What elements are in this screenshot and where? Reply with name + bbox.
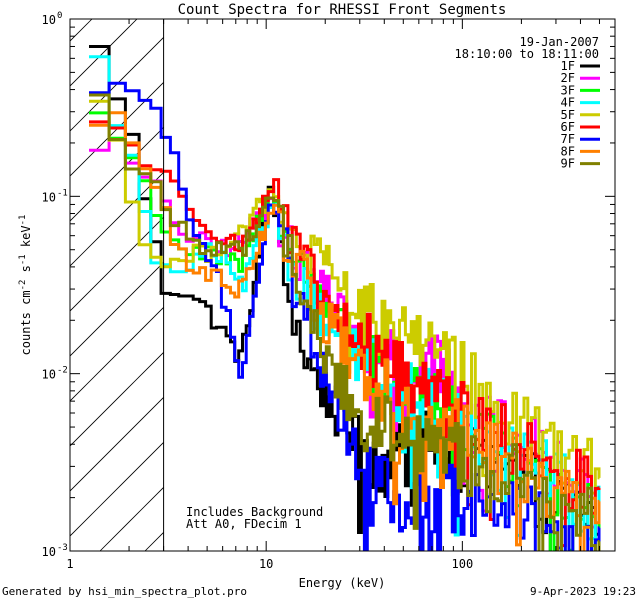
- series-layer: [89, 45, 601, 551]
- y-axis-label: counts cm-2 s-1 keV-1: [18, 215, 33, 356]
- plot-frame: [69, 18, 616, 552]
- series-line-5F: [89, 99, 601, 495]
- legend-label: 3F: [561, 83, 575, 97]
- y-tick-exponent: 0: [57, 11, 62, 21]
- chart-title: Count Spectra for RHESSI Front Segments: [178, 2, 507, 18]
- y-tick-label: 10: [42, 13, 56, 27]
- legend-label: 9F: [561, 157, 575, 171]
- excluded-energy-hatch: [70, 19, 164, 551]
- y-tick-label: 10: [42, 368, 56, 382]
- generated-by-label: Generated by hsi_min_spectra_plot.pro: [2, 585, 247, 598]
- x-tick-label: 1: [66, 557, 73, 571]
- annotation-background: Includes Background: [186, 505, 323, 519]
- x-tick-label: 100: [452, 557, 474, 571]
- legend-label: 4F: [561, 96, 575, 110]
- y-tick-label: 10: [42, 545, 56, 559]
- hatch-line: [70, 81, 164, 177]
- x-axis-ticks: 1 10 100: [66, 19, 616, 571]
- series-line-7F: [89, 81, 601, 551]
- y-tick-label: 10: [42, 190, 56, 204]
- legend-label: 2F: [561, 71, 575, 85]
- hatch-line: [70, 396, 164, 492]
- legend-label: 7F: [561, 132, 575, 146]
- y-tick-exponent: -2: [57, 366, 68, 376]
- hatch-line: [70, 36, 164, 132]
- y-tick-exponent: -3: [57, 543, 68, 553]
- legend-label: 5F: [561, 108, 575, 122]
- annotation-attenuator: Att A0, FDecim 1: [186, 517, 302, 531]
- timestamp-label: 9-Apr-2023 19:23: [530, 585, 636, 598]
- series-line-9F: [89, 93, 601, 551]
- legend-label: 6F: [561, 120, 575, 134]
- hatch-line: [70, 441, 164, 537]
- x-axis-label: Energy (keV): [299, 576, 386, 590]
- hatch-line: [70, 216, 164, 312]
- legend-label: 8F: [561, 144, 575, 158]
- time-range-label: 18:10:00 to 18:11:00: [455, 47, 600, 61]
- y-tick-exponent: -1: [57, 188, 68, 198]
- svg-text:counts cm-2 s-1 keV-1: counts cm-2 s-1 keV-1: [18, 215, 33, 356]
- date-label: 19-Jan-2007: [520, 35, 599, 49]
- legend-label: 1F: [561, 59, 575, 73]
- hatch-line: [70, 261, 164, 357]
- x-tick-label: 10: [259, 557, 273, 571]
